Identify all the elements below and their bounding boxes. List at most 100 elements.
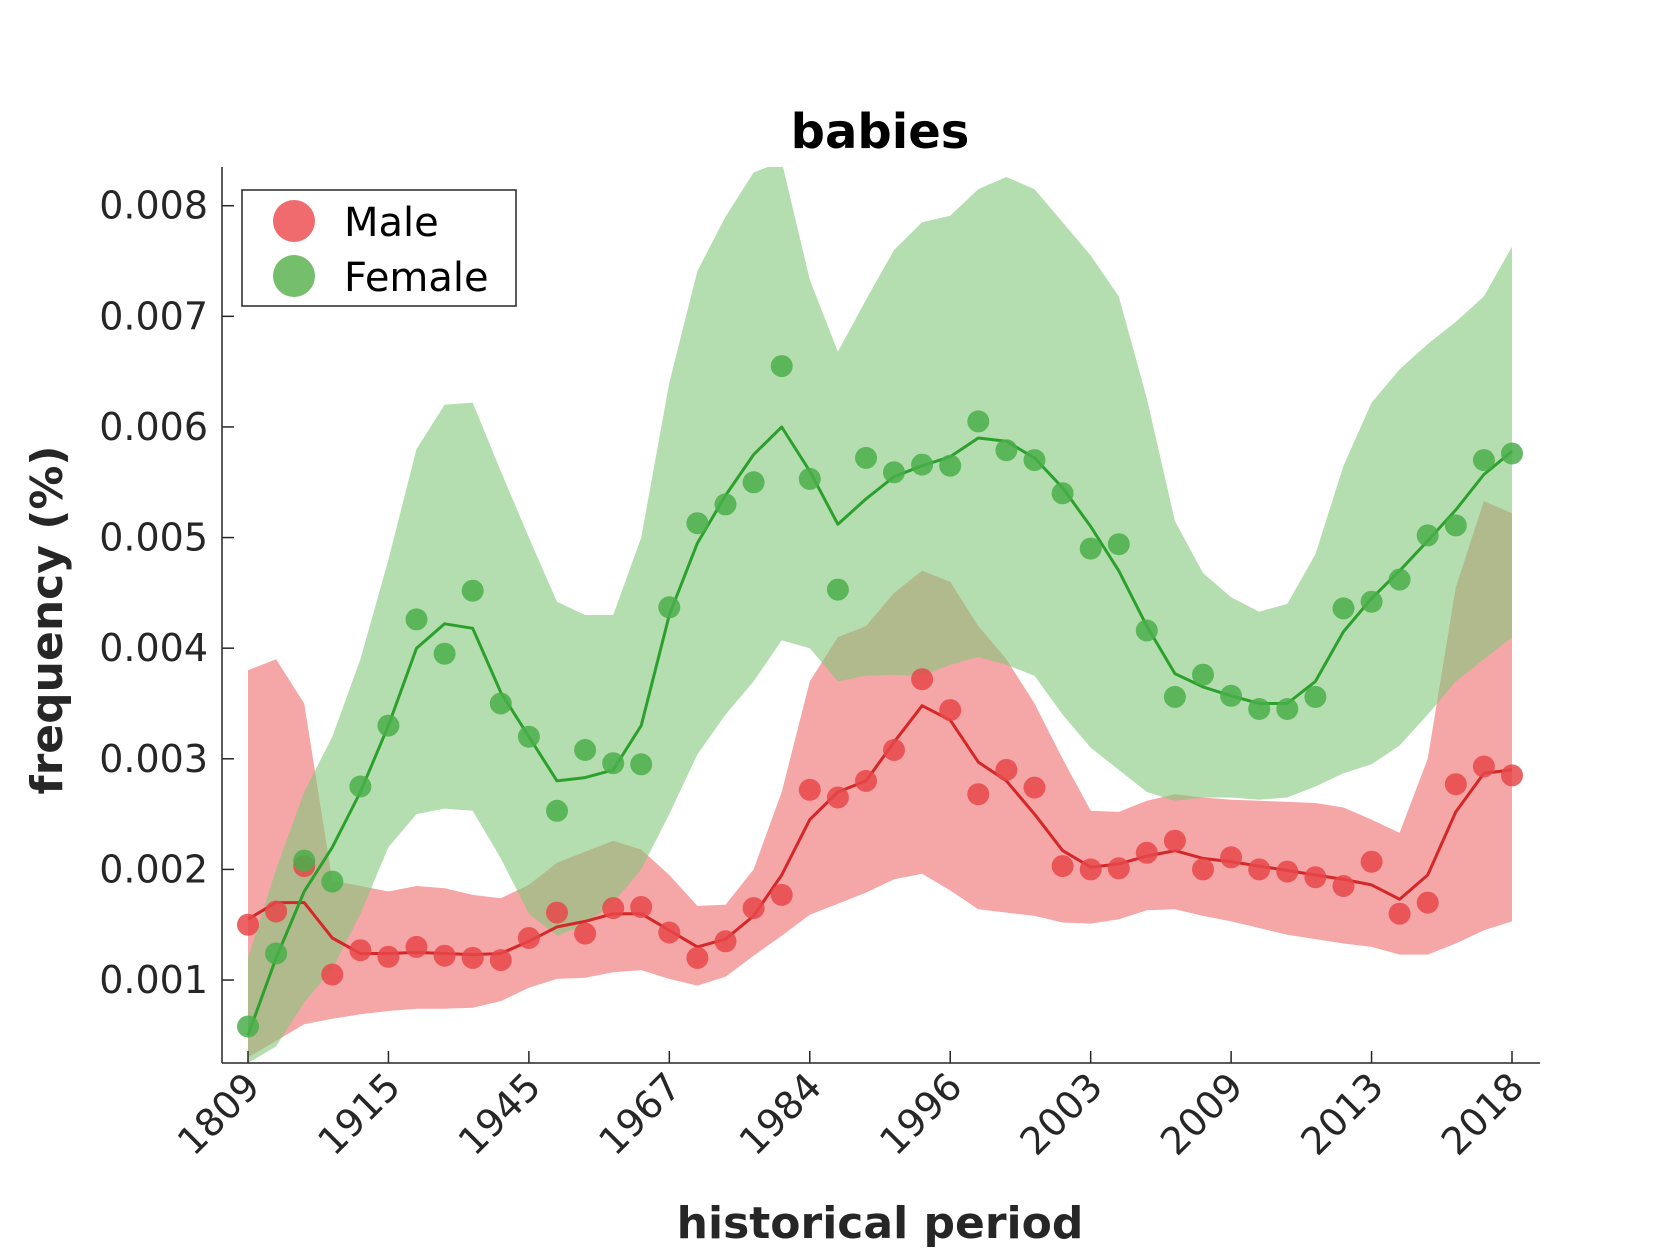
band-female	[248, 167, 1512, 1063]
point-female	[1135, 619, 1158, 642]
point-male	[995, 758, 1018, 781]
trend-line-male	[247, 704, 1513, 957]
point-female	[855, 446, 877, 469]
point-male	[602, 897, 625, 920]
y-axis-title: frequency (%)	[22, 445, 73, 794]
point-female	[237, 1015, 259, 1038]
y-tick-label: 0.005	[99, 516, 208, 560]
point-male	[1163, 829, 1186, 852]
y-tick-label: 0.006	[99, 405, 208, 449]
point-female	[405, 608, 428, 631]
point-female	[574, 739, 597, 761]
point-male	[1416, 891, 1439, 914]
point-male	[911, 668, 934, 691]
point-male	[1135, 841, 1158, 864]
point-male	[574, 922, 597, 945]
point-male	[1360, 850, 1383, 873]
y-tick-label: 0.003	[99, 737, 208, 781]
point-male	[461, 946, 484, 969]
point-female	[770, 355, 793, 378]
point-male	[883, 739, 905, 761]
point-female	[658, 596, 681, 619]
x-tick-label: 2003	[1012, 1064, 1112, 1164]
legend-label-male: Male	[344, 200, 439, 246]
point-male	[1501, 764, 1523, 787]
point-male	[489, 949, 512, 972]
point-female	[433, 642, 456, 665]
point-female	[602, 752, 625, 775]
point-female	[1220, 684, 1243, 707]
point-male	[405, 935, 428, 958]
point-male	[1107, 857, 1130, 880]
x-tick-label: 2018	[1433, 1064, 1533, 1164]
point-female	[995, 439, 1018, 462]
legend: Male Female	[241, 189, 517, 307]
legend-marker-male	[273, 200, 315, 242]
point-female	[798, 467, 821, 490]
x-tick-label: 1984	[731, 1064, 831, 1164]
point-male	[855, 769, 877, 792]
x-tick-label: 2009	[1152, 1064, 1252, 1164]
point-male	[967, 783, 990, 806]
point-female	[321, 870, 344, 893]
point-male	[546, 901, 568, 924]
x-tick-label: 1809	[169, 1064, 269, 1164]
point-female	[265, 942, 288, 965]
y-tick-label: 0.007	[99, 294, 208, 338]
point-male	[1388, 902, 1411, 925]
point-male	[798, 778, 821, 801]
point-male	[1332, 875, 1355, 897]
point-female	[883, 461, 905, 484]
point-male	[1444, 773, 1467, 796]
point-female	[489, 692, 512, 715]
data-points	[237, 355, 1523, 1038]
point-male	[1276, 860, 1299, 883]
point-female	[1051, 482, 1074, 505]
point-male	[377, 945, 400, 968]
point-male	[265, 900, 288, 923]
point-female	[517, 725, 540, 748]
point-male	[1472, 755, 1495, 778]
point-female	[1416, 524, 1439, 547]
point-male	[826, 786, 849, 809]
point-female	[1163, 685, 1186, 708]
y-tick-label: 0.008	[99, 184, 208, 228]
y-tick-label: 0.004	[99, 626, 208, 670]
point-female	[826, 578, 849, 601]
point-female	[742, 471, 765, 494]
point-female	[1276, 698, 1299, 720]
point-female	[1388, 568, 1411, 591]
y-tick-label: 0.002	[99, 847, 208, 891]
point-female	[349, 775, 372, 798]
point-female	[1079, 537, 1102, 560]
point-male	[1192, 858, 1214, 881]
point-female	[1472, 449, 1495, 472]
point-female	[1304, 685, 1327, 708]
point-female	[293, 849, 316, 872]
y-tick-label: 0.001	[99, 958, 208, 1002]
point-female	[686, 512, 709, 535]
x-axis-title: historical period	[677, 1198, 1084, 1249]
legend-label-female: Female	[344, 255, 489, 301]
point-male	[237, 913, 259, 936]
point-male	[686, 946, 709, 969]
point-male	[1220, 846, 1243, 869]
point-male	[742, 897, 765, 920]
point-female	[939, 454, 962, 477]
point-male	[714, 930, 737, 953]
point-male	[770, 883, 793, 906]
point-female	[1360, 590, 1383, 613]
trend-line-female	[246, 425, 1513, 1036]
point-male	[1051, 855, 1074, 878]
point-female	[967, 410, 990, 433]
point-female	[377, 714, 400, 737]
trend-lines	[246, 425, 1513, 1036]
x-tick-label: 1945	[450, 1064, 550, 1164]
point-female	[1107, 533, 1130, 556]
point-male	[517, 927, 540, 949]
point-female	[546, 799, 568, 822]
legend-marker-female	[273, 255, 315, 297]
x-tick-label: 1915	[309, 1064, 409, 1164]
point-male	[433, 944, 456, 967]
